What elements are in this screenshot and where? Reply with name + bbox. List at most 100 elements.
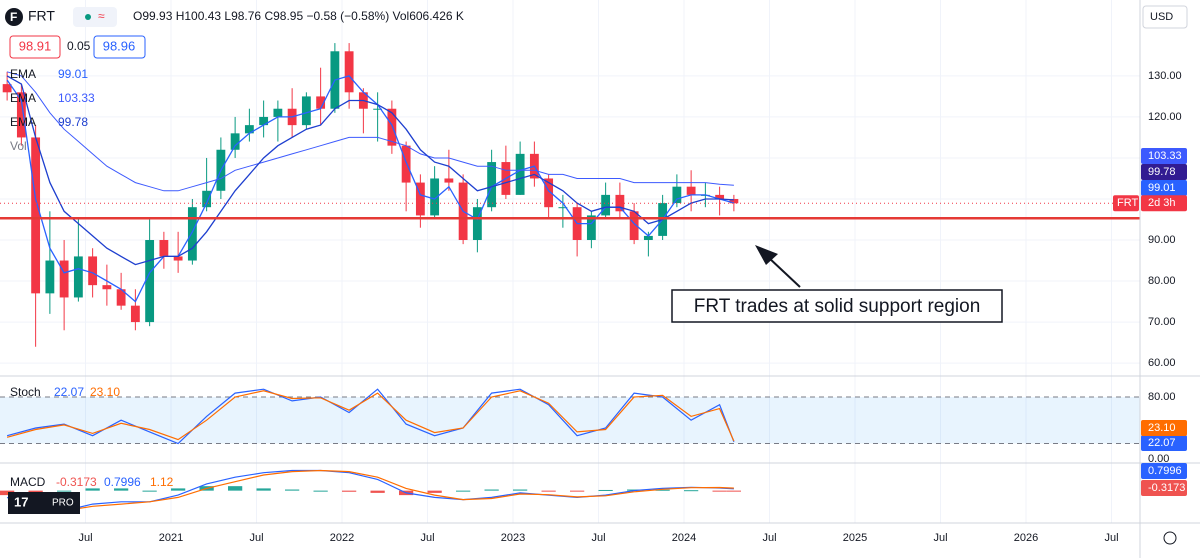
candle-body bbox=[643, 235, 653, 241]
candle-body bbox=[316, 96, 326, 109]
legend-value: 1.12 bbox=[150, 475, 174, 489]
ask-box[interactable] bbox=[93, 35, 146, 59]
macd-histogram-bar bbox=[456, 490, 471, 492]
ema-line bbox=[6, 71, 734, 192]
currency-button[interactable] bbox=[1142, 5, 1188, 29]
legend-value: 0.7996 bbox=[104, 475, 141, 489]
ema-axis-label-box bbox=[1141, 164, 1187, 180]
countdown-box bbox=[1141, 195, 1187, 212]
macd-histogram-bar bbox=[256, 488, 271, 491]
candle-body bbox=[344, 51, 354, 93]
macd-histogram-bar bbox=[342, 490, 357, 492]
macd-histogram-bar bbox=[655, 489, 670, 491]
candle-body bbox=[259, 116, 269, 126]
macd-histogram-bar bbox=[57, 490, 72, 492]
status-buttons[interactable] bbox=[73, 7, 117, 27]
ema-axis-label-box bbox=[1141, 180, 1187, 196]
plots bbox=[0, 43, 1140, 514]
candle-body bbox=[373, 108, 383, 110]
ohlc: O99.93 H100.43 L98.76 C98.95 −0.58 (−0.5… bbox=[133, 9, 464, 23]
candle-body bbox=[558, 207, 568, 209]
macd-histogram-bar bbox=[513, 489, 528, 491]
y-tick-label: 120.00 bbox=[1148, 111, 1182, 123]
symbol-logo-letter: F bbox=[10, 10, 17, 24]
y-tick-label: 80.00 bbox=[1148, 391, 1176, 403]
candle-body bbox=[130, 305, 140, 323]
candle-body bbox=[159, 240, 169, 257]
macd-axis-label-box bbox=[1141, 480, 1187, 496]
ema-axis-label: 99.01 bbox=[1148, 182, 1176, 194]
macd-histogram-bar bbox=[285, 489, 300, 491]
candle-body bbox=[686, 186, 696, 195]
symbol-tag: FRT bbox=[1117, 197, 1138, 209]
macd-histogram-bar bbox=[114, 488, 129, 491]
pane-title: Stoch bbox=[10, 385, 41, 399]
macd-axis-label: -0.3173 bbox=[1148, 482, 1185, 494]
macd-histogram-bar bbox=[313, 490, 328, 492]
candle-body bbox=[273, 108, 283, 117]
macd-axis-label-box bbox=[1141, 463, 1187, 479]
x-tick-label: Jul bbox=[933, 532, 947, 544]
x-tick-label: 2022 bbox=[330, 532, 354, 544]
y-tick-label: 130.00 bbox=[1148, 70, 1182, 82]
market-open-dot bbox=[85, 14, 91, 20]
annotation-box bbox=[671, 289, 1003, 323]
tv-logo-mark: 17 bbox=[14, 494, 28, 509]
macd-axis-label: 0.7996 bbox=[1148, 465, 1182, 477]
stoch-axis-label: 22.07 bbox=[1148, 437, 1176, 449]
currency: USD bbox=[1150, 11, 1173, 23]
ask: 98.96 bbox=[103, 38, 136, 53]
macd-histogram-bar bbox=[228, 486, 243, 491]
candle-body bbox=[230, 133, 240, 150]
symbol-logo bbox=[5, 8, 23, 26]
macd-line bbox=[6, 469, 734, 514]
tv-logo-pro: PRO bbox=[52, 498, 74, 509]
macd-histogram-bar bbox=[171, 488, 186, 491]
legend-value: 22.07 bbox=[54, 385, 84, 399]
candle-body bbox=[487, 162, 497, 208]
candle-body bbox=[586, 215, 596, 241]
macd-histogram-bar bbox=[370, 490, 385, 493]
ema-axis-label-box bbox=[1141, 148, 1187, 164]
stoch-band bbox=[0, 396, 1140, 444]
x-tick-label: 2023 bbox=[501, 532, 525, 544]
candle-body bbox=[187, 207, 197, 261]
candle-body bbox=[102, 285, 112, 290]
pane-title: MACD bbox=[10, 475, 46, 489]
candle-body bbox=[16, 92, 26, 138]
ema-axis-label: 103.33 bbox=[1148, 150, 1182, 162]
candle-body bbox=[2, 84, 12, 93]
x-tick-label: Jul bbox=[78, 532, 92, 544]
tv-logo bbox=[8, 492, 80, 514]
x-tick-label: 2024 bbox=[672, 532, 696, 544]
bid-box[interactable] bbox=[9, 35, 61, 59]
candle-body bbox=[31, 137, 41, 294]
candle-body bbox=[601, 194, 611, 216]
x-tick-label: 2021 bbox=[159, 532, 183, 544]
macd-histogram-bar bbox=[570, 490, 585, 492]
spread: 0.05 bbox=[67, 39, 91, 53]
candle-body bbox=[472, 207, 482, 241]
candle-body bbox=[145, 240, 155, 323]
macd-histogram-bar bbox=[726, 490, 741, 492]
candle-body bbox=[444, 178, 454, 183]
y-tick-label: 80.00 bbox=[1148, 275, 1176, 287]
candle-body bbox=[401, 145, 411, 183]
candle-body bbox=[544, 178, 554, 208]
settings-button[interactable] bbox=[1163, 531, 1177, 545]
legend-name: EMA bbox=[10, 67, 36, 81]
symbol-tag-box bbox=[1113, 195, 1139, 212]
candle-body bbox=[73, 256, 83, 298]
y-tick-label: 0.00 bbox=[1148, 453, 1169, 465]
macd-histogram-bar bbox=[684, 490, 699, 492]
candle-body bbox=[415, 182, 425, 216]
candle-body bbox=[430, 178, 440, 216]
bid: 98.91 bbox=[19, 38, 52, 53]
stoch-line bbox=[6, 388, 735, 445]
stoch-line bbox=[6, 390, 735, 442]
candle-body bbox=[515, 153, 525, 195]
y-tick-label: 60.00 bbox=[1148, 357, 1176, 369]
annotation-arrow bbox=[767, 256, 801, 288]
legend-value: 99.01 bbox=[58, 67, 88, 81]
